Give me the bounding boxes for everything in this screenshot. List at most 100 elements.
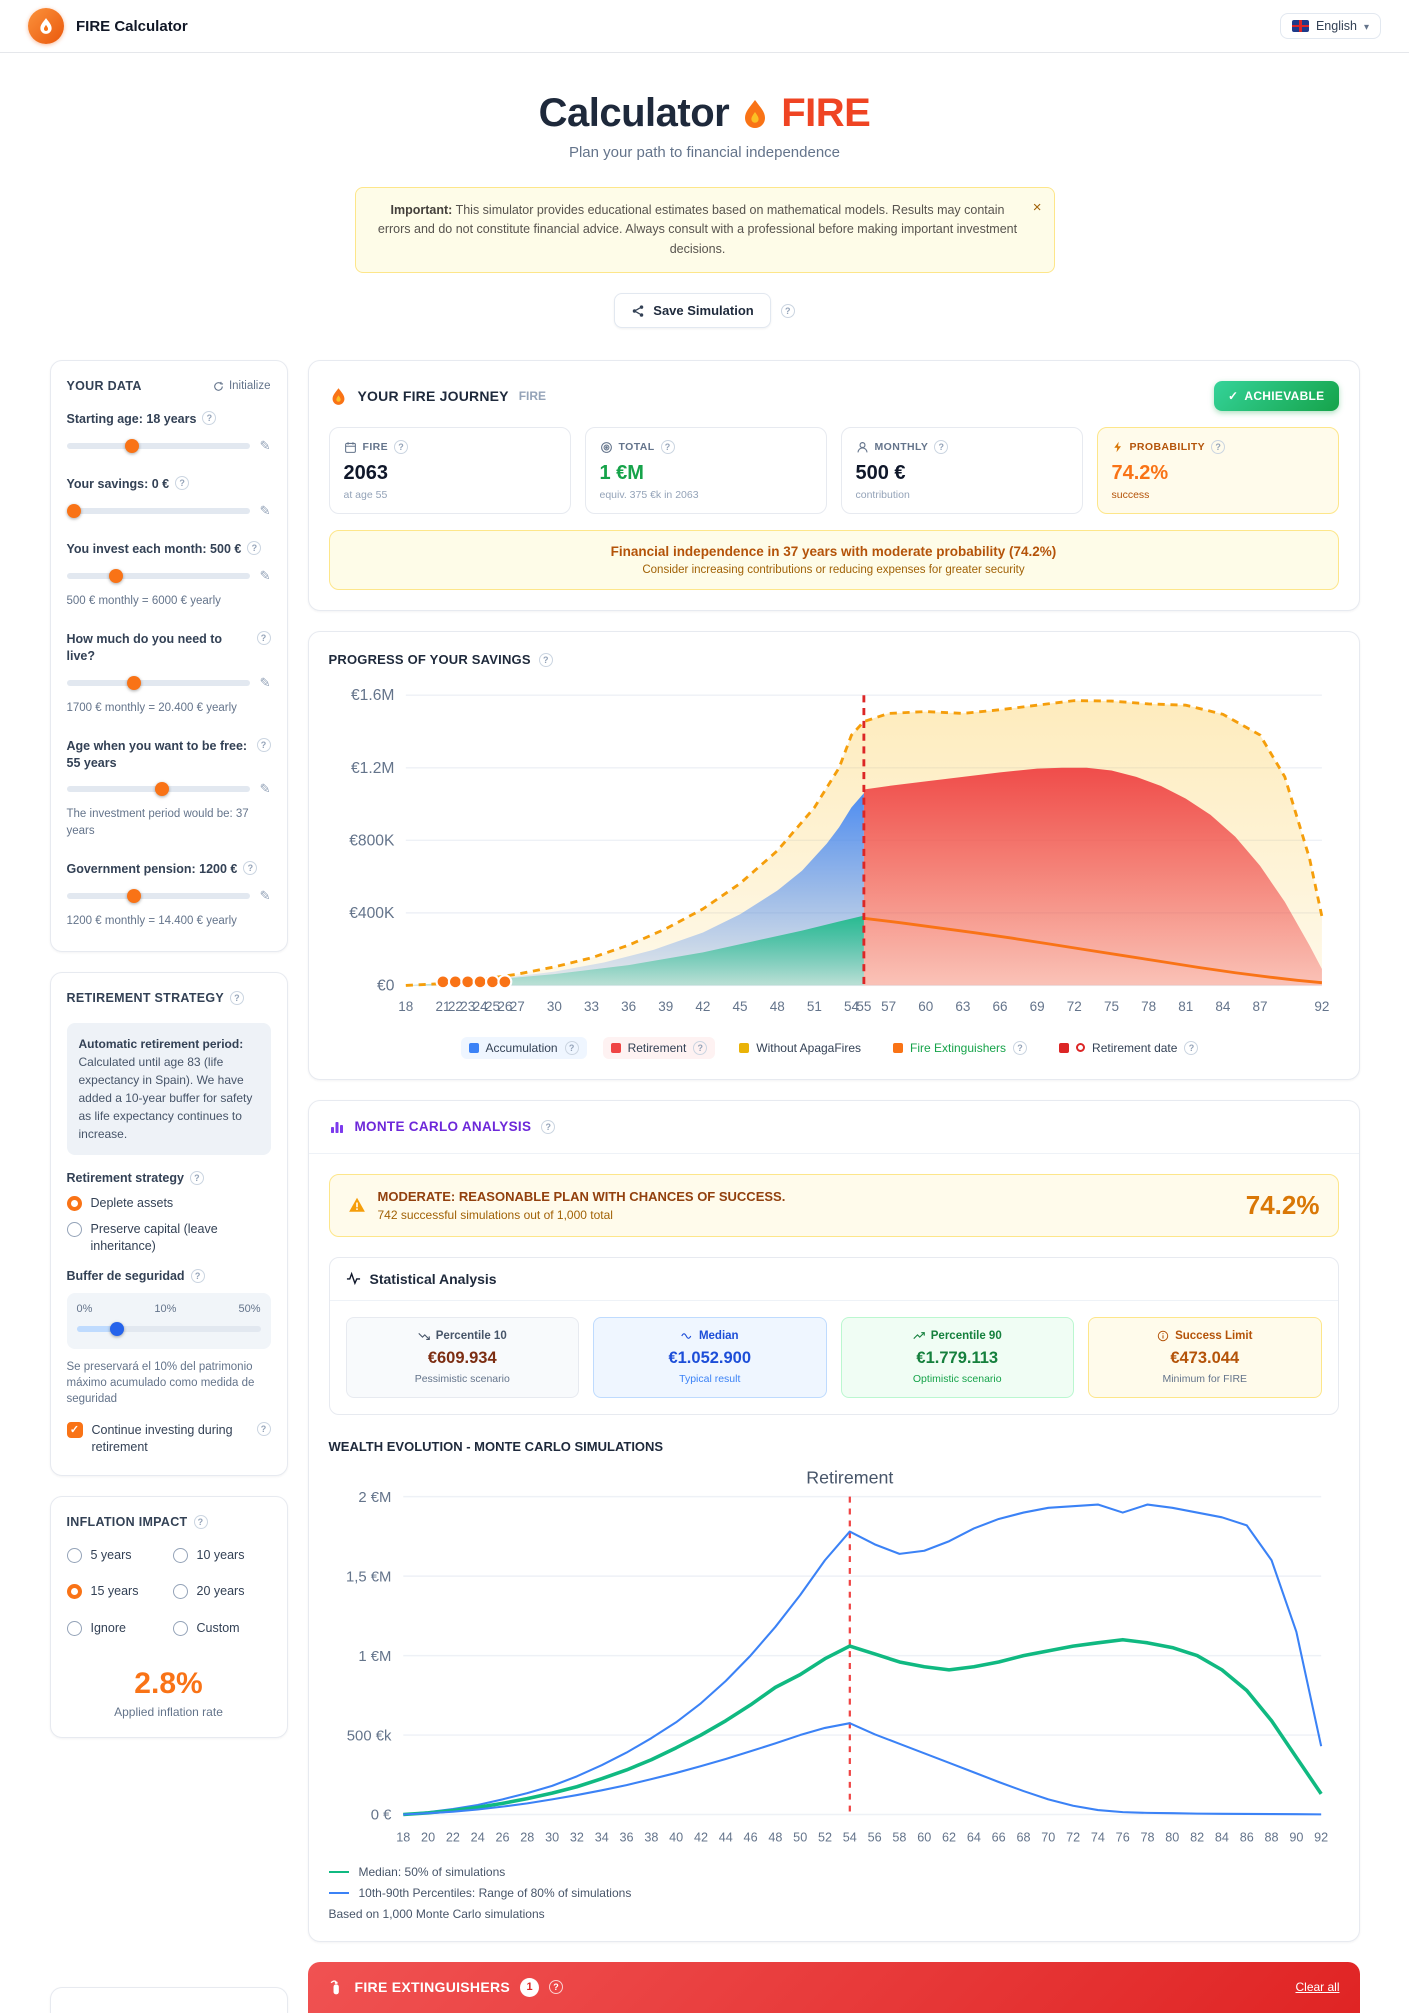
- svg-text:€1.2M: €1.2M: [351, 760, 394, 777]
- help-icon[interactable]: [394, 440, 409, 455]
- checkbox-icon[interactable]: [66, 1421, 83, 1438]
- help-icon[interactable]: [1211, 440, 1226, 455]
- help-icon[interactable]: [693, 1040, 708, 1055]
- freedom-age-slider[interactable]: [66, 781, 250, 797]
- legend-label: Retirement date: [1092, 1040, 1178, 1055]
- legend-item-without-apagafires[interactable]: Without ApagaFires: [731, 1037, 869, 1059]
- save-simulation-label: Save Simulation: [653, 303, 754, 319]
- help-icon[interactable]: [541, 1119, 556, 1134]
- legend-item-accumulation[interactable]: Accumulation: [460, 1036, 587, 1059]
- slider-handle[interactable]: [154, 782, 169, 797]
- sidebar-next-card-stub: [49, 1986, 288, 2013]
- initialize-button[interactable]: Initialize: [213, 380, 271, 392]
- edit-icon[interactable]: [260, 568, 271, 584]
- radio-preserve-capital[interactable]: Preserve capital (leave inheritance): [66, 1221, 271, 1255]
- legend-item-fire-extinguishers[interactable]: Fire Extinguishers: [885, 1037, 1035, 1059]
- radio-10-years[interactable]: 10 years: [172, 1547, 271, 1564]
- slider-fill: [76, 1326, 117, 1333]
- svg-text:22: 22: [447, 999, 462, 1014]
- help-icon[interactable]: [934, 440, 949, 455]
- svg-text:2 €M: 2 €M: [358, 1489, 391, 1505]
- monte-carlo-note: Based on 1,000 Monte Carlo simulations: [328, 1906, 545, 1921]
- blue-line-icon: [328, 1891, 349, 1894]
- field-monthly-investment: You invest each month: 500 € 500 € month…: [66, 540, 271, 609]
- slider-handle[interactable]: [127, 675, 142, 690]
- legend-item-retirement-date[interactable]: Retirement date: [1051, 1037, 1206, 1059]
- svg-text:60: 60: [918, 999, 933, 1014]
- edit-icon[interactable]: [260, 438, 271, 454]
- achievable-badge[interactable]: ACHIEVABLE: [1214, 381, 1339, 412]
- edit-icon[interactable]: [260, 888, 271, 904]
- radio-icon[interactable]: [172, 1621, 188, 1637]
- help-icon[interactable]: [247, 540, 262, 555]
- edit-icon[interactable]: [260, 675, 271, 691]
- svg-text:€800K: €800K: [349, 832, 395, 849]
- radio-icon[interactable]: [66, 1547, 82, 1563]
- radio-custom[interactable]: Custom: [172, 1620, 271, 1637]
- radio-icon[interactable]: [172, 1584, 188, 1600]
- radio-icon[interactable]: [66, 1621, 82, 1637]
- help-icon[interactable]: [193, 1514, 208, 1529]
- darkred-swatch-icon: [1059, 1042, 1070, 1053]
- yellow-swatch-icon: [739, 1042, 750, 1053]
- help-icon[interactable]: [175, 476, 190, 490]
- slider-track[interactable]: [66, 892, 250, 899]
- help-icon[interactable]: [256, 1421, 271, 1436]
- monthly-investment-slider[interactable]: [66, 568, 250, 584]
- help-icon[interactable]: [189, 1170, 204, 1185]
- save-simulation-button[interactable]: Save Simulation: [614, 293, 771, 329]
- slider-handle[interactable]: [127, 888, 142, 903]
- radio-20-years[interactable]: 20 years: [172, 1583, 271, 1600]
- slider-track[interactable]: [66, 443, 250, 449]
- help-icon[interactable]: [202, 411, 217, 426]
- help-icon[interactable]: [256, 630, 271, 645]
- slider-track[interactable]: [66, 507, 250, 514]
- help-icon[interactable]: [780, 303, 795, 318]
- help-icon[interactable]: [190, 1269, 205, 1284]
- language-selector[interactable]: English: [1279, 13, 1381, 39]
- svg-text:24: 24: [470, 1830, 484, 1844]
- help-icon[interactable]: [230, 990, 245, 1005]
- starting-age-slider[interactable]: [66, 438, 250, 454]
- slider-handle[interactable]: [66, 503, 81, 518]
- radio-icon[interactable]: [172, 1547, 188, 1563]
- edit-icon[interactable]: [260, 781, 271, 797]
- close-icon[interactable]: [1033, 196, 1042, 219]
- tile-label: Percentile 90: [930, 1329, 1002, 1342]
- radio-15-years[interactable]: 15 years: [66, 1583, 165, 1600]
- help-icon[interactable]: [660, 440, 675, 455]
- help-icon[interactable]: [549, 1980, 564, 1995]
- buffer-slider[interactable]: [76, 1321, 261, 1337]
- info-text: Calculated until age 83 (life expectancy…: [78, 1054, 253, 1141]
- svg-text:36: 36: [621, 999, 636, 1014]
- continue-investing-checkbox-row[interactable]: Continue investing during retirement: [66, 1421, 271, 1457]
- government-pension-slider[interactable]: [66, 888, 250, 904]
- slider-track[interactable]: [66, 572, 250, 579]
- radio-5-years[interactable]: 5 years: [66, 1547, 165, 1564]
- help-icon[interactable]: [538, 652, 553, 667]
- savings-slider[interactable]: [66, 503, 250, 519]
- slider-handle[interactable]: [108, 568, 123, 583]
- tile-sub: Typical result: [679, 1372, 741, 1385]
- help-icon[interactable]: [243, 860, 258, 875]
- svg-text:50: 50: [793, 1830, 807, 1844]
- radio-ignore[interactable]: Ignore: [66, 1620, 165, 1637]
- radio-icon[interactable]: [66, 1584, 82, 1600]
- help-icon[interactable]: [1184, 1040, 1199, 1055]
- edit-icon[interactable]: [260, 503, 271, 519]
- help-icon[interactable]: [256, 737, 271, 752]
- help-icon[interactable]: [564, 1040, 579, 1055]
- slider-track[interactable]: [76, 1326, 261, 1333]
- radio-icon[interactable]: [66, 1195, 82, 1211]
- living-expenses-slider[interactable]: [66, 675, 250, 691]
- svg-text:68: 68: [1016, 1830, 1030, 1844]
- clear-all-link[interactable]: Clear all: [1295, 1980, 1340, 1995]
- info-title: Automatic retirement period:: [78, 1036, 244, 1051]
- legend-item-retirement[interactable]: Retirement: [602, 1036, 716, 1059]
- slider-handle[interactable]: [125, 439, 140, 453]
- slider-track[interactable]: [66, 679, 250, 686]
- radio-icon[interactable]: [66, 1222, 82, 1238]
- slider-handle[interactable]: [109, 1322, 124, 1337]
- radio-deplete-assets[interactable]: Deplete assets: [66, 1195, 271, 1212]
- help-icon[interactable]: [1013, 1040, 1028, 1055]
